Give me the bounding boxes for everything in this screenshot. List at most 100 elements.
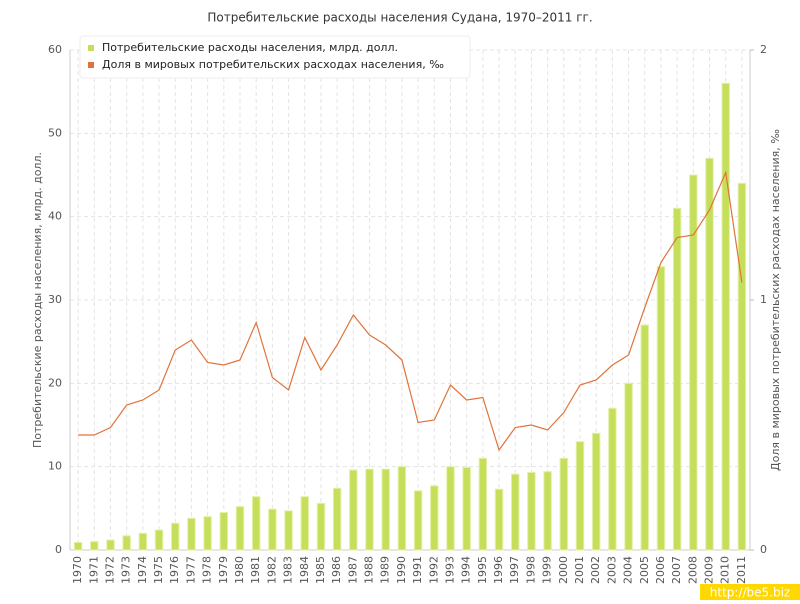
x-tick-label: 1991 bbox=[411, 556, 424, 584]
bar bbox=[268, 508, 277, 551]
legend-label: Потребительские расходы населения, млрд.… bbox=[102, 41, 398, 54]
x-tick-label: 1988 bbox=[363, 556, 376, 584]
x-tick-label: 2005 bbox=[638, 556, 651, 584]
x-tick-label: 1997 bbox=[508, 556, 521, 584]
watermark-bg bbox=[700, 584, 800, 600]
bar bbox=[640, 324, 649, 551]
bar bbox=[381, 468, 390, 551]
bar bbox=[446, 466, 455, 551]
y2-tick-label: 2 bbox=[760, 43, 767, 56]
x-tick-label: 1990 bbox=[395, 556, 408, 584]
legend-swatch bbox=[88, 45, 94, 51]
bar bbox=[591, 432, 601, 551]
y2-axis-label: Доля в мировых потребительских расходах … bbox=[769, 129, 782, 471]
bar bbox=[154, 529, 164, 551]
bar bbox=[122, 535, 131, 551]
bar bbox=[106, 539, 115, 551]
bar bbox=[624, 382, 633, 551]
x-tick-label: 1970 bbox=[71, 556, 84, 584]
bar bbox=[721, 82, 730, 551]
x-tick-label: 1984 bbox=[298, 556, 311, 584]
bar bbox=[527, 472, 536, 551]
x-tick-label: 1982 bbox=[265, 556, 278, 584]
legend-swatch bbox=[88, 62, 94, 68]
x-tick-label: 1989 bbox=[379, 556, 392, 584]
y-tick-label: 20 bbox=[48, 376, 62, 389]
x-tick-label: 2007 bbox=[670, 556, 683, 584]
bar bbox=[608, 407, 617, 551]
x-tick-label: 1974 bbox=[136, 556, 149, 584]
bar bbox=[511, 473, 520, 551]
legend: Потребительские расходы населения, млрд.… bbox=[79, 35, 471, 79]
bar bbox=[737, 182, 747, 551]
x-tick-label: 2004 bbox=[622, 556, 635, 584]
bar bbox=[349, 469, 358, 551]
y-axis-label: Потребительские расходы населения, млрд.… bbox=[31, 152, 44, 448]
bar bbox=[332, 487, 342, 551]
bar bbox=[397, 466, 407, 551]
bar bbox=[300, 496, 309, 551]
legend-box bbox=[79, 35, 471, 79]
x-tick-label: 1972 bbox=[103, 556, 116, 584]
x-tick-label: 1976 bbox=[168, 556, 181, 584]
bar bbox=[672, 207, 682, 551]
bar bbox=[689, 174, 698, 551]
x-tick-label: 2010 bbox=[719, 556, 732, 584]
bar bbox=[705, 157, 714, 551]
x-tick-label: 1973 bbox=[120, 556, 133, 584]
x-tick-label: 1993 bbox=[443, 556, 456, 584]
bar bbox=[138, 532, 148, 551]
bar bbox=[316, 502, 326, 551]
chart-title: Потребительские расходы населения Судана… bbox=[207, 11, 592, 25]
x-tick-label: 1977 bbox=[184, 556, 197, 584]
x-tick-label: 1996 bbox=[492, 556, 505, 584]
bar bbox=[219, 512, 229, 551]
bar bbox=[73, 542, 83, 551]
bar bbox=[575, 441, 585, 551]
y-tick-label: 60 bbox=[48, 43, 62, 56]
x-tick-label: 1975 bbox=[152, 556, 165, 584]
bar bbox=[478, 457, 488, 551]
x-tick-label: 1998 bbox=[524, 556, 537, 584]
bar bbox=[284, 510, 293, 551]
bar bbox=[171, 522, 180, 551]
bar bbox=[365, 468, 374, 551]
x-tick-label: 2002 bbox=[589, 556, 602, 584]
bar bbox=[251, 496, 261, 551]
x-tick-label: 1981 bbox=[249, 556, 262, 584]
x-tick-label: 2000 bbox=[557, 556, 570, 584]
x-tick-label: 1979 bbox=[217, 556, 230, 584]
y-tick-label: 10 bbox=[48, 460, 62, 473]
x-tick-label: 1987 bbox=[346, 556, 359, 584]
x-tick-label: 1978 bbox=[201, 556, 214, 584]
bar bbox=[235, 506, 245, 551]
x-tick-label: 1983 bbox=[282, 556, 295, 584]
x-tick-label: 1985 bbox=[314, 556, 327, 584]
y-tick-label: 0 bbox=[55, 543, 62, 556]
y2-tick-label: 0 bbox=[760, 543, 767, 556]
x-tick-label: 1994 bbox=[460, 556, 473, 584]
bar bbox=[413, 490, 423, 551]
x-tick-label: 1986 bbox=[330, 556, 343, 584]
bar bbox=[656, 266, 666, 551]
y-tick-label: 40 bbox=[48, 210, 62, 223]
bar bbox=[559, 457, 569, 551]
x-tick-label: 2006 bbox=[654, 556, 667, 584]
y-tick-label: 30 bbox=[48, 293, 62, 306]
x-tick-label: 2008 bbox=[686, 556, 699, 584]
x-tick-label: 2009 bbox=[703, 556, 716, 584]
y-tick-label: 50 bbox=[48, 126, 62, 139]
x-tick-label: 1980 bbox=[233, 556, 246, 584]
bar bbox=[203, 516, 212, 551]
x-tick-label: 2001 bbox=[573, 556, 586, 584]
bar bbox=[430, 485, 439, 551]
x-tick-label: 2011 bbox=[735, 556, 748, 584]
x-tick-label: 1971 bbox=[87, 556, 100, 584]
bar bbox=[494, 488, 504, 551]
bar bbox=[462, 467, 471, 551]
bar bbox=[187, 517, 196, 551]
watermark: http://be5.biz bbox=[710, 586, 790, 600]
x-tick-label: 1995 bbox=[476, 556, 489, 584]
line bbox=[78, 170, 743, 452]
